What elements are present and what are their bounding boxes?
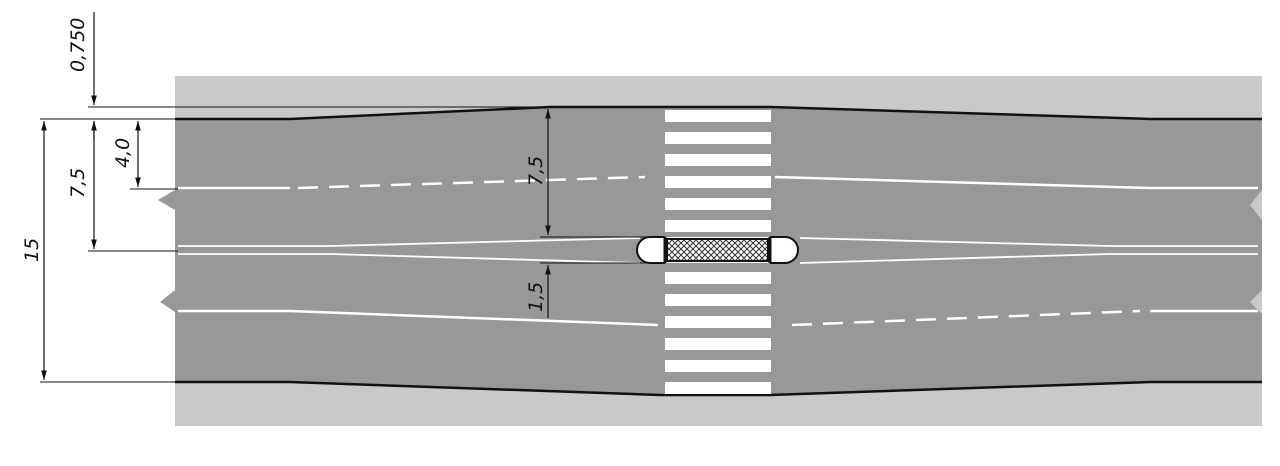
crosswalk-stripe (665, 198, 771, 210)
lane-line-bottom-left (178, 309, 659, 327)
center-line-upper (178, 237, 641, 247)
crosswalk-stripe (665, 360, 771, 372)
dim-text-full: 15 (21, 238, 43, 262)
dim-text-half-center: 7,5 (525, 156, 547, 186)
lane-line-top-right (774, 175, 1258, 190)
crosswalk-stripe (665, 382, 771, 394)
lane-line-bottom-right-dashed (791, 309, 1141, 327)
crosswalk-stripe (665, 220, 771, 232)
dimension-lines (41, 12, 551, 380)
crosswalk-stripe (665, 338, 771, 350)
refuge-island (636, 236, 799, 264)
crosswalk-stripe (665, 154, 771, 166)
dim-text-sidewalk: 0,750 (67, 18, 89, 72)
center-line-lower (178, 253, 641, 264)
crosswalk-stripe (665, 294, 771, 306)
dim-text-lane: 4,0 (112, 138, 134, 168)
center-line-upper-right (799, 237, 1258, 247)
dim-text-island-offset: 1,5 (525, 282, 547, 312)
center-line-lower-right (799, 253, 1258, 264)
crosswalk-stripe (665, 176, 771, 188)
dim-text-half-left: 7,5 (67, 168, 89, 198)
road-edge-bottom (175, 380, 1262, 397)
crosswalk-stripe (665, 272, 771, 284)
extension-lines (40, 106, 665, 383)
crosswalk-stripe (665, 110, 771, 122)
crosswalk-stripe (665, 132, 771, 144)
crosswalk-stripe (665, 316, 771, 328)
lane-line-top-left-dashed (297, 175, 646, 190)
